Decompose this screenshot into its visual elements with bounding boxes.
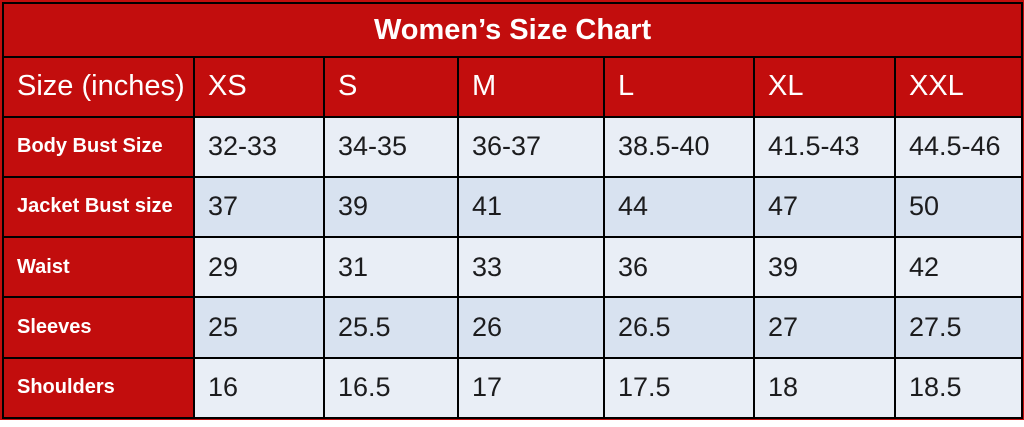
bottom-white-margin — [0, 420, 1024, 427]
header-cell-xxl: XXL — [893, 56, 1024, 118]
table-row: Sleeves 25 25.5 26 26.5 27 27.5 — [2, 296, 1024, 359]
data-cell: 32-33 — [193, 115, 325, 178]
header-cell-xs: XS — [193, 56, 325, 118]
data-cell: 16.5 — [323, 356, 459, 420]
row-label: Waist — [2, 236, 195, 299]
data-cell: 36-37 — [457, 115, 605, 178]
page-title: Women’s Size Chart — [1, 1, 1024, 59]
data-cell: 16 — [193, 356, 325, 420]
data-cell: 17.5 — [603, 356, 755, 420]
data-cell: 37 — [193, 175, 325, 239]
data-cell: 41.5-43 — [753, 115, 896, 178]
data-cell: 25 — [193, 296, 325, 359]
data-cell: 34-35 — [323, 115, 459, 178]
data-cell: 18.5 — [893, 356, 1024, 420]
table-row: Body Bust Size 32-33 34-35 36-37 38.5-40 41.5… — [2, 115, 1024, 178]
row-label: Body Bust Size — [2, 115, 195, 178]
table-row: Waist 29 31 33 36 39 42 — [2, 236, 1024, 299]
header-cell-xl: XL — [753, 56, 896, 118]
data-cell: 47 — [753, 175, 896, 239]
table-title-row: Women’s Size Chart — [1, 1, 1024, 59]
data-cell: 31 — [323, 236, 459, 299]
data-cell: 39 — [323, 175, 459, 239]
data-cell: 27.5 — [893, 296, 1024, 359]
data-cell: 33 — [457, 236, 605, 299]
data-cell: 44 — [603, 175, 755, 239]
table-row: Shoulders 16 16.5 17 17.5 18 18.5 — [2, 356, 1024, 420]
data-cell: 27 — [753, 296, 896, 359]
data-cell: 50 — [893, 175, 1024, 239]
data-cell: 26 — [457, 296, 605, 359]
row-label: Sleeves — [2, 296, 195, 359]
data-cell: 39 — [753, 236, 896, 299]
row-label: Jacket Bust size — [2, 175, 195, 239]
data-cell: 38.5-40 — [603, 115, 755, 178]
data-cell: 25.5 — [323, 296, 459, 359]
data-cell: 36 — [603, 236, 755, 299]
table-row: Jacket Bust size 37 39 41 44 47 50 — [2, 175, 1024, 239]
row-label: Shoulders — [2, 356, 195, 420]
data-cell: 17 — [457, 356, 605, 420]
table-header-row: Size (inches) XS S M L XL XXL — [2, 56, 1024, 118]
header-cell-s: S — [323, 56, 459, 118]
data-cell: 26.5 — [603, 296, 755, 359]
header-cell-m: M — [457, 56, 605, 118]
header-cell-l: L — [603, 56, 755, 118]
data-cell: 44.5-46 — [893, 115, 1024, 178]
data-cell: 41 — [457, 175, 605, 239]
data-cell: 29 — [193, 236, 325, 299]
data-cell: 42 — [893, 236, 1024, 299]
header-cell-size-inches: Size (inches) — [2, 56, 195, 118]
data-cell: 18 — [753, 356, 896, 420]
